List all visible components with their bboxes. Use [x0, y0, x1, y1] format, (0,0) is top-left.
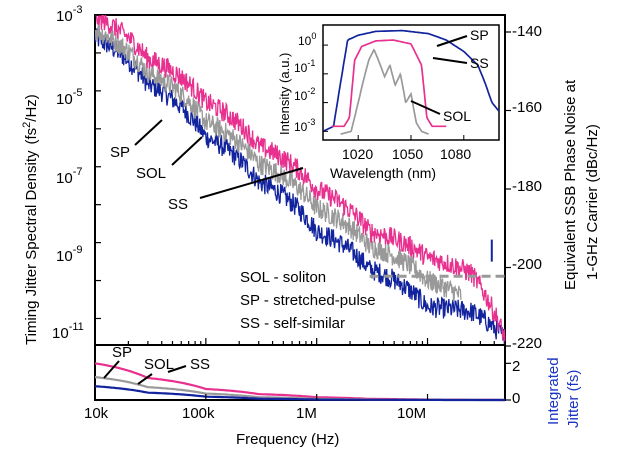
main-reference-group [369, 239, 505, 278]
svg-text:10-7: 10-7 [56, 166, 82, 187]
inset-annotation-ss-arrow [432, 57, 468, 64]
y2-tick-label: -140 [512, 23, 542, 40]
inset-x-tick-label: 1080 [440, 146, 471, 162]
series-line-ss [95, 14, 506, 346]
inset-x-axis-label: Wavelength (nm) [330, 165, 436, 181]
main-panel: 10-3 10-5 10-7 10-9 10-11 Timing Jitter … [21, 4, 601, 352]
inset-series-group [322, 29, 500, 140]
integrated-y-tick-label: 2 [512, 358, 520, 375]
svg-text:10-9: 10-9 [56, 244, 82, 265]
svg-text:-180: -180 [512, 178, 542, 195]
inset-annotation-sol: SOL [443, 108, 471, 124]
inset-line-ss [331, 39, 447, 128]
y2-tick-label: -200 [512, 256, 542, 273]
integrated-annotation-sol: SOL [144, 356, 174, 373]
integrated-series-group [94, 362, 511, 402]
svg-text:100: 100 [298, 31, 316, 48]
y-tick-label: 10-5 [56, 87, 82, 108]
svg-text:10-3: 10-3 [294, 117, 315, 134]
integrated-annotation-sol-arrow [137, 373, 153, 385]
y2-axis-label-line2: 1-GHz Carrier (dBc/Hz) [584, 124, 601, 280]
x-tick-label: 1M [296, 405, 317, 422]
y-tick-label: 10-7 [56, 166, 82, 187]
inset-x-tick-label: 1050 [392, 146, 423, 162]
y2-tick-label: -160 [512, 99, 542, 116]
svg-text:-200: -200 [512, 256, 542, 273]
x-tick-label: 100k [182, 405, 215, 422]
y-axis-label: Timing Jitter Spectral Density(fs2/Hz) [21, 94, 40, 345]
integrated-panel: 2 0 Integrated Jitter (fs) 10k 100k 1M 1… [84, 344, 582, 448]
svg-text:-140: -140 [512, 23, 542, 40]
x-tick-label: 10k [84, 405, 109, 422]
main-annotation-sp: SP [110, 144, 130, 161]
integrated-y-tick-label: 0 [512, 390, 520, 407]
integrated-annotation-sp-arrow [103, 360, 120, 379]
key-text-line: SS - self-similar [240, 315, 345, 332]
inset-annotation-sol-arrow [410, 100, 441, 115]
y-tick-label: 10-11 [52, 321, 84, 342]
inset-y-tick-label: 10-2 [294, 86, 315, 103]
svg-text:10-2: 10-2 [294, 86, 315, 103]
svg-text:10-5: 10-5 [56, 87, 82, 108]
inset-y-axis-label: Intensity (a.u.) [277, 53, 292, 135]
integrated-annotation-sp: SP [112, 344, 132, 361]
integrated-annotation-ss-arrow [167, 365, 187, 373]
inset-line-sol [340, 48, 429, 135]
y2-tick-label: -220 [512, 335, 542, 352]
inset-panel: 100 10-1 10-2 10-3 1020 1050 1080 Wavele… [277, 24, 500, 181]
integrated-annotation-ss: SS [190, 356, 210, 373]
y-tick-label: 10-3 [56, 4, 82, 25]
svg-text:10-3: 10-3 [56, 4, 82, 25]
svg-text:-220: -220 [512, 335, 542, 352]
inset-y-tick-label: 100 [298, 31, 316, 48]
series-line-sol [94, 24, 462, 302]
main-annotation-sol-arrow [171, 136, 203, 166]
main-annotation-ss: SS [168, 196, 188, 213]
main-annotation-sp-arrow [134, 119, 163, 146]
svg-text:10-11: 10-11 [52, 321, 84, 342]
key-text-line: SP - stretched-pulse [240, 292, 376, 309]
integrated-y-label-line1: Integrated [545, 357, 562, 425]
inset-x-tick-label: 1020 [342, 146, 373, 162]
y2-tick-label: -180 [512, 178, 542, 195]
inset-y-tick-label: 10-1 [294, 58, 315, 75]
integrated-line-sp [94, 385, 505, 402]
x-axis-label: Frequency (Hz) [236, 431, 339, 448]
main-annotation-ss-arrow [199, 167, 304, 199]
svg-text:10-1: 10-1 [294, 58, 315, 75]
y2-axis-label-line1: Equivalent SSB Phase Noise at [562, 79, 579, 290]
inset-annotation-ss: SS [470, 55, 489, 71]
inset-y-tick-label: 10-3 [294, 117, 315, 134]
integrated-y-label-line2: Jitter (fs) [565, 370, 582, 428]
x-tick-label: 10M [397, 405, 426, 422]
svg-text:-160: -160 [512, 99, 542, 116]
y-tick-label: 10-9 [56, 244, 82, 265]
inset-annotation-sp-arrow [436, 35, 468, 47]
inset-annotation-sp: SP [470, 27, 489, 43]
main-annotation-sol: SOL [136, 165, 166, 182]
key-text-line: SOL - soliton [240, 269, 326, 286]
inset-line-sp [322, 29, 500, 133]
